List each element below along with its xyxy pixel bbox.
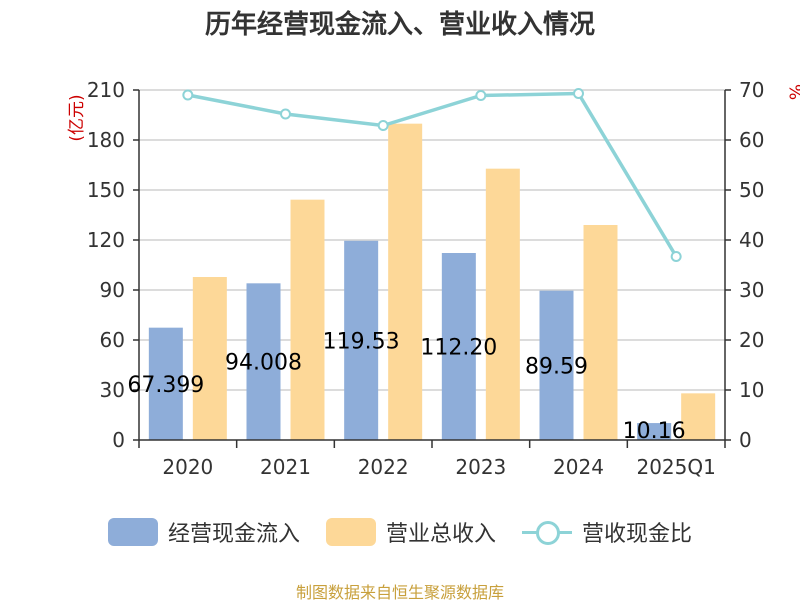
x-axis-tick-label: 2023 bbox=[455, 455, 506, 479]
y2-axis-tick-label: 60 bbox=[739, 128, 764, 152]
chart-title: 历年经营现金流入、营业收入情况 bbox=[204, 10, 595, 40]
data-label-cash-inflow: 67.399 bbox=[127, 373, 204, 398]
point-ratio bbox=[377, 120, 389, 131]
point-ratio bbox=[182, 89, 194, 101]
data-label-cash-inflow: 10.16 bbox=[623, 419, 686, 444]
bar-revenue bbox=[485, 168, 520, 440]
bar-cash-inflow bbox=[246, 283, 281, 440]
y-axis-tick-label: 120 bbox=[87, 228, 125, 252]
y-axis-tick-label: 150 bbox=[87, 178, 125, 202]
data-label-cash-inflow: 112.20 bbox=[420, 336, 497, 361]
x-axis-tick-label: 2024 bbox=[553, 455, 604, 479]
source-note: 制图数据来自恒生聚源数据库 bbox=[295, 583, 504, 602]
legend-label-cash-inflow: 经营现金流入 bbox=[167, 522, 300, 547]
legend-label-revenue: 营业总收入 bbox=[385, 522, 496, 547]
y-axis-tick-label: 0 bbox=[112, 428, 125, 452]
bar-revenue bbox=[583, 225, 618, 440]
point-ratio bbox=[280, 108, 291, 120]
x-axis-tick-label: 2020 bbox=[162, 455, 213, 479]
bar-revenue bbox=[681, 393, 716, 440]
legend-swatch-ratio bbox=[522, 518, 572, 546]
data-label-cash-inflow: 94.008 bbox=[225, 351, 302, 376]
legend-item-ratio[interactable]: 营收现金比 bbox=[522, 516, 692, 548]
y-axis-tick-label: 210 bbox=[87, 78, 125, 102]
legend-swatch-cash-inflow bbox=[107, 518, 158, 546]
line-ratio bbox=[187, 91, 678, 258]
legend-item-revenue[interactable]: 营业总收入 bbox=[325, 516, 496, 548]
bar-revenue bbox=[192, 277, 227, 440]
bar-cash-inflow bbox=[637, 423, 672, 440]
data-label-cash-inflow: 119.53 bbox=[323, 329, 400, 354]
y2-axis-tick-label: 70 bbox=[739, 78, 764, 102]
y2-axis-tick-label: 30 bbox=[739, 278, 764, 302]
point-ratio bbox=[670, 251, 682, 262]
bar-revenue bbox=[290, 199, 325, 440]
bar-revenue bbox=[388, 123, 423, 441]
x-axis-tick-label: 2025Q1 bbox=[636, 455, 715, 479]
data-label-cash-inflow: 89.59 bbox=[525, 354, 588, 379]
y-axis-tick-label: 30 bbox=[100, 378, 125, 402]
bar-cash-inflow bbox=[344, 240, 379, 440]
y2-axis-tick-label: 50 bbox=[739, 178, 764, 202]
bar-cash-inflow bbox=[148, 327, 183, 440]
legend: 经营现金流入 营业总收入 营收现金比 bbox=[0, 516, 800, 548]
bar-cash-inflow bbox=[539, 290, 574, 440]
x-axis-tick-label: 2022 bbox=[358, 455, 409, 479]
y2-axis-tick-label: 20 bbox=[739, 328, 764, 352]
bar-cash-inflow bbox=[441, 253, 476, 440]
y2-axis-tick-label: 10 bbox=[739, 378, 764, 402]
legend-swatch-revenue bbox=[325, 518, 376, 546]
point-ratio bbox=[573, 88, 584, 99]
legend-label-ratio: 营收现金比 bbox=[582, 522, 693, 547]
x-axis-tick-label: 2021 bbox=[260, 455, 311, 479]
y2-axis-tick-label: 0 bbox=[739, 428, 752, 452]
y-axis-tick-label: 180 bbox=[87, 128, 125, 152]
y2-axis-tick-label: 40 bbox=[739, 228, 764, 252]
y-axis-tick-label: 90 bbox=[100, 278, 125, 302]
y2-axis-unit-label: % bbox=[787, 84, 800, 100]
y-axis-unit-label: (亿元) bbox=[67, 94, 87, 141]
point-ratio bbox=[475, 90, 487, 101]
legend-item-cash-inflow[interactable]: 经营现金流入 bbox=[107, 516, 300, 548]
y-axis-tick-label: 60 bbox=[100, 328, 125, 352]
